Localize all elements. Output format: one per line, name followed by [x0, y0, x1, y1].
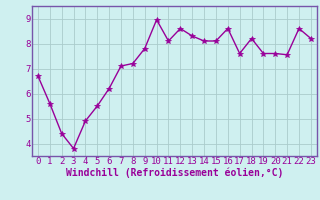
X-axis label: Windchill (Refroidissement éolien,°C): Windchill (Refroidissement éolien,°C)	[66, 168, 283, 178]
